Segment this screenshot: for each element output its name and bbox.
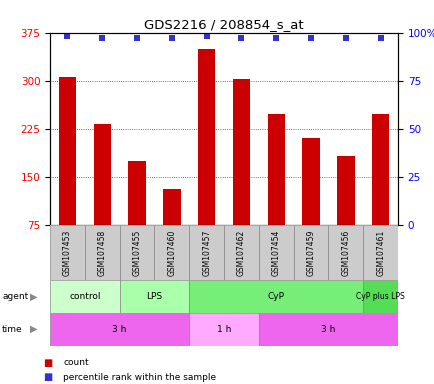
- Bar: [362, 225, 397, 280]
- Bar: [258, 313, 397, 346]
- Bar: [189, 280, 362, 313]
- Point: [237, 35, 244, 41]
- Text: GSM107456: GSM107456: [341, 229, 349, 276]
- Text: GSM107455: GSM107455: [132, 229, 141, 276]
- Bar: [50, 313, 189, 346]
- Point: [272, 35, 279, 41]
- Bar: [119, 225, 154, 280]
- Bar: [93, 124, 111, 225]
- Point: [99, 35, 105, 41]
- Bar: [302, 138, 319, 225]
- Text: agent: agent: [2, 292, 28, 301]
- Bar: [336, 156, 354, 225]
- Bar: [59, 78, 76, 225]
- Bar: [232, 79, 250, 225]
- Point: [133, 35, 140, 41]
- Bar: [50, 280, 119, 313]
- Bar: [128, 161, 145, 225]
- Text: LPS: LPS: [146, 292, 162, 301]
- Text: 3 h: 3 h: [320, 325, 335, 334]
- Title: GDS2216 / 208854_s_at: GDS2216 / 208854_s_at: [144, 18, 303, 31]
- Text: CyP: CyP: [267, 292, 284, 301]
- Text: GSM107458: GSM107458: [98, 229, 106, 276]
- Bar: [50, 225, 85, 280]
- Text: time: time: [2, 324, 23, 334]
- Text: ▶: ▶: [30, 324, 38, 334]
- Bar: [119, 280, 189, 313]
- Text: 3 h: 3 h: [112, 325, 127, 334]
- Text: GSM107461: GSM107461: [375, 229, 384, 276]
- Bar: [163, 189, 180, 225]
- Text: GSM107460: GSM107460: [167, 229, 176, 276]
- Bar: [267, 114, 284, 225]
- Point: [64, 33, 71, 40]
- Bar: [224, 225, 258, 280]
- Point: [203, 33, 210, 40]
- Point: [376, 35, 383, 41]
- Bar: [293, 225, 328, 280]
- Point: [342, 35, 349, 41]
- Text: CyP plus LPS: CyP plus LPS: [355, 292, 404, 301]
- Text: 1 h: 1 h: [216, 325, 231, 334]
- Bar: [154, 225, 189, 280]
- Bar: [189, 313, 258, 346]
- Text: GSM107454: GSM107454: [271, 229, 280, 276]
- Text: ■: ■: [43, 372, 53, 382]
- Text: GSM107459: GSM107459: [306, 229, 315, 276]
- Bar: [328, 225, 362, 280]
- Text: percentile rank within the sample: percentile rank within the sample: [63, 372, 216, 382]
- Point: [307, 35, 314, 41]
- Text: control: control: [69, 292, 100, 301]
- Bar: [197, 49, 215, 225]
- Text: ■: ■: [43, 358, 53, 368]
- Text: ▶: ▶: [30, 291, 38, 301]
- Text: GSM107453: GSM107453: [63, 229, 72, 276]
- Bar: [362, 280, 397, 313]
- Bar: [189, 225, 224, 280]
- Bar: [258, 225, 293, 280]
- Text: count: count: [63, 358, 89, 367]
- Point: [168, 35, 175, 41]
- Text: GSM107462: GSM107462: [237, 229, 245, 276]
- Bar: [85, 225, 119, 280]
- Text: GSM107457: GSM107457: [202, 229, 210, 276]
- Bar: [371, 114, 388, 225]
